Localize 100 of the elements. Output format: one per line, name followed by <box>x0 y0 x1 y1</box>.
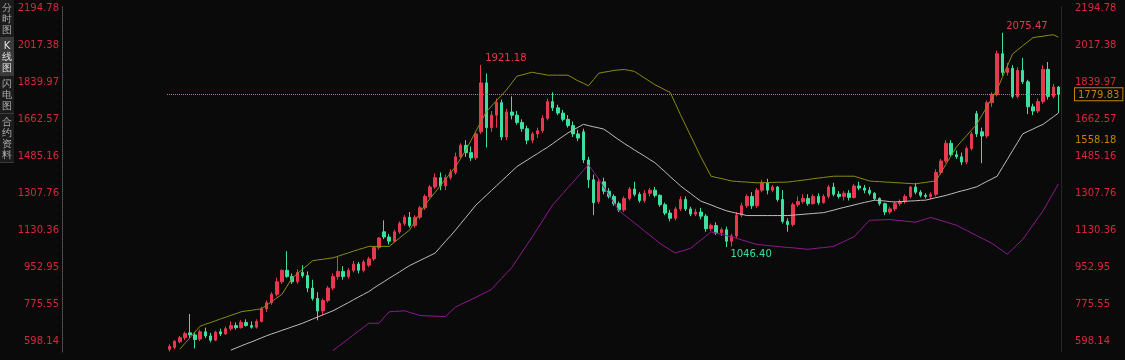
candlestick <box>679 195 682 212</box>
candlestick <box>955 150 958 160</box>
candlestick <box>316 291 319 321</box>
text: 闪电图 <box>0 76 14 114</box>
candlestick <box>474 131 478 161</box>
y2-tick-label: 1485.16 <box>17 150 59 162</box>
y-tick-label: 1662.57 <box>1075 113 1117 125</box>
candlestick <box>684 195 687 212</box>
candlestick <box>551 91 554 112</box>
candlestick <box>643 189 646 204</box>
candlestick <box>735 211 738 239</box>
candlestick <box>786 217 789 233</box>
annotation: 1046.40 <box>730 247 772 259</box>
candlestick <box>745 193 749 209</box>
candlestick <box>296 268 299 285</box>
candlestick <box>352 260 355 273</box>
candlestick <box>500 99 503 141</box>
candlestick <box>720 227 723 237</box>
y-tick-label: 2194.78 <box>1075 2 1117 14</box>
candlestick <box>827 184 830 199</box>
candlestick <box>490 110 493 133</box>
candlestick <box>214 330 217 342</box>
candlestick <box>393 229 396 243</box>
candlestick <box>546 97 549 121</box>
y-tick-label: 1307.76 <box>1075 187 1117 199</box>
candlestick <box>1052 83 1055 99</box>
candlestick <box>714 221 718 236</box>
y2-tick-label: 1307.76 <box>17 187 59 199</box>
candlestick <box>198 329 202 342</box>
y2-tick-label: 952.95 <box>24 261 59 273</box>
y2-tick-label: 775.55 <box>24 298 59 310</box>
candlestick <box>995 50 999 97</box>
candlestick <box>224 326 227 336</box>
candlestick <box>347 267 350 280</box>
candlestick <box>1046 61 1050 101</box>
candlestick <box>495 97 498 129</box>
ref-line-label: 1779.83 <box>1078 88 1120 100</box>
candlestick <box>811 193 815 206</box>
candlestick <box>919 189 922 198</box>
candlestick <box>357 261 360 274</box>
candlestick <box>403 214 406 227</box>
y2-tick-label: 2017.38 <box>17 39 59 51</box>
candlestick <box>868 186 871 196</box>
y2-tick-label: 1839.97 <box>17 76 59 88</box>
candlestick <box>628 186 631 202</box>
candlestick <box>776 185 779 203</box>
y2-tick-label: 1130.36 <box>17 224 59 236</box>
candlestick <box>587 156 590 189</box>
annotation: 2075.47 <box>1006 20 1048 32</box>
candlestick <box>1011 64 1014 99</box>
candlestick <box>638 191 641 204</box>
candlestick <box>536 127 539 139</box>
candlestick <box>924 192 927 199</box>
text: 1558.18 <box>1075 134 1117 146</box>
candlestick <box>229 320 233 332</box>
candlestick <box>914 182 917 195</box>
candlestick <box>622 195 626 213</box>
candlestick <box>485 72 488 148</box>
candlestick <box>301 264 304 279</box>
candlestick <box>306 270 309 293</box>
candlestick <box>909 185 912 199</box>
y-tick-label: 952.95 <box>1075 261 1110 273</box>
candlestick <box>255 318 258 330</box>
candlestick <box>771 184 774 193</box>
candlestick <box>1001 32 1004 77</box>
candlestick <box>970 131 973 152</box>
candlestick <box>173 339 176 350</box>
line-series <box>179 34 1059 350</box>
candlestick <box>209 332 212 343</box>
candlestick <box>1006 62 1009 77</box>
candlestick <box>694 208 697 217</box>
candlestick <box>239 319 243 330</box>
candlestick <box>847 189 851 202</box>
candlestick <box>766 178 769 195</box>
candlestick <box>311 279 314 302</box>
candlestick <box>806 193 810 207</box>
candlestick <box>965 145 968 165</box>
candlestick <box>408 211 411 229</box>
candlestick <box>837 190 841 199</box>
candlestick <box>193 331 197 349</box>
y-tick-label: 598.14 <box>1075 335 1110 347</box>
candlestick <box>674 206 677 221</box>
candlestick <box>822 193 825 205</box>
candlestick <box>725 226 728 248</box>
y-tick-label: 1839.97 <box>1075 76 1117 88</box>
candlestick <box>949 139 953 158</box>
candlestick <box>781 189 784 224</box>
y-tick-label: 1130.36 <box>1075 224 1117 236</box>
y-tick-label: 775.55 <box>1075 298 1110 310</box>
candlestick <box>857 181 861 191</box>
candlestick <box>689 206 692 217</box>
text: K线图 <box>0 38 14 76</box>
candlestick <box>863 184 866 194</box>
candlestick <box>1021 57 1024 85</box>
candlestick <box>960 152 963 166</box>
y2-tick-label: 598.14 <box>24 335 59 347</box>
candlestick <box>362 259 365 273</box>
candlestick <box>750 191 754 210</box>
line-series <box>332 164 1059 352</box>
candlestick <box>244 318 248 328</box>
